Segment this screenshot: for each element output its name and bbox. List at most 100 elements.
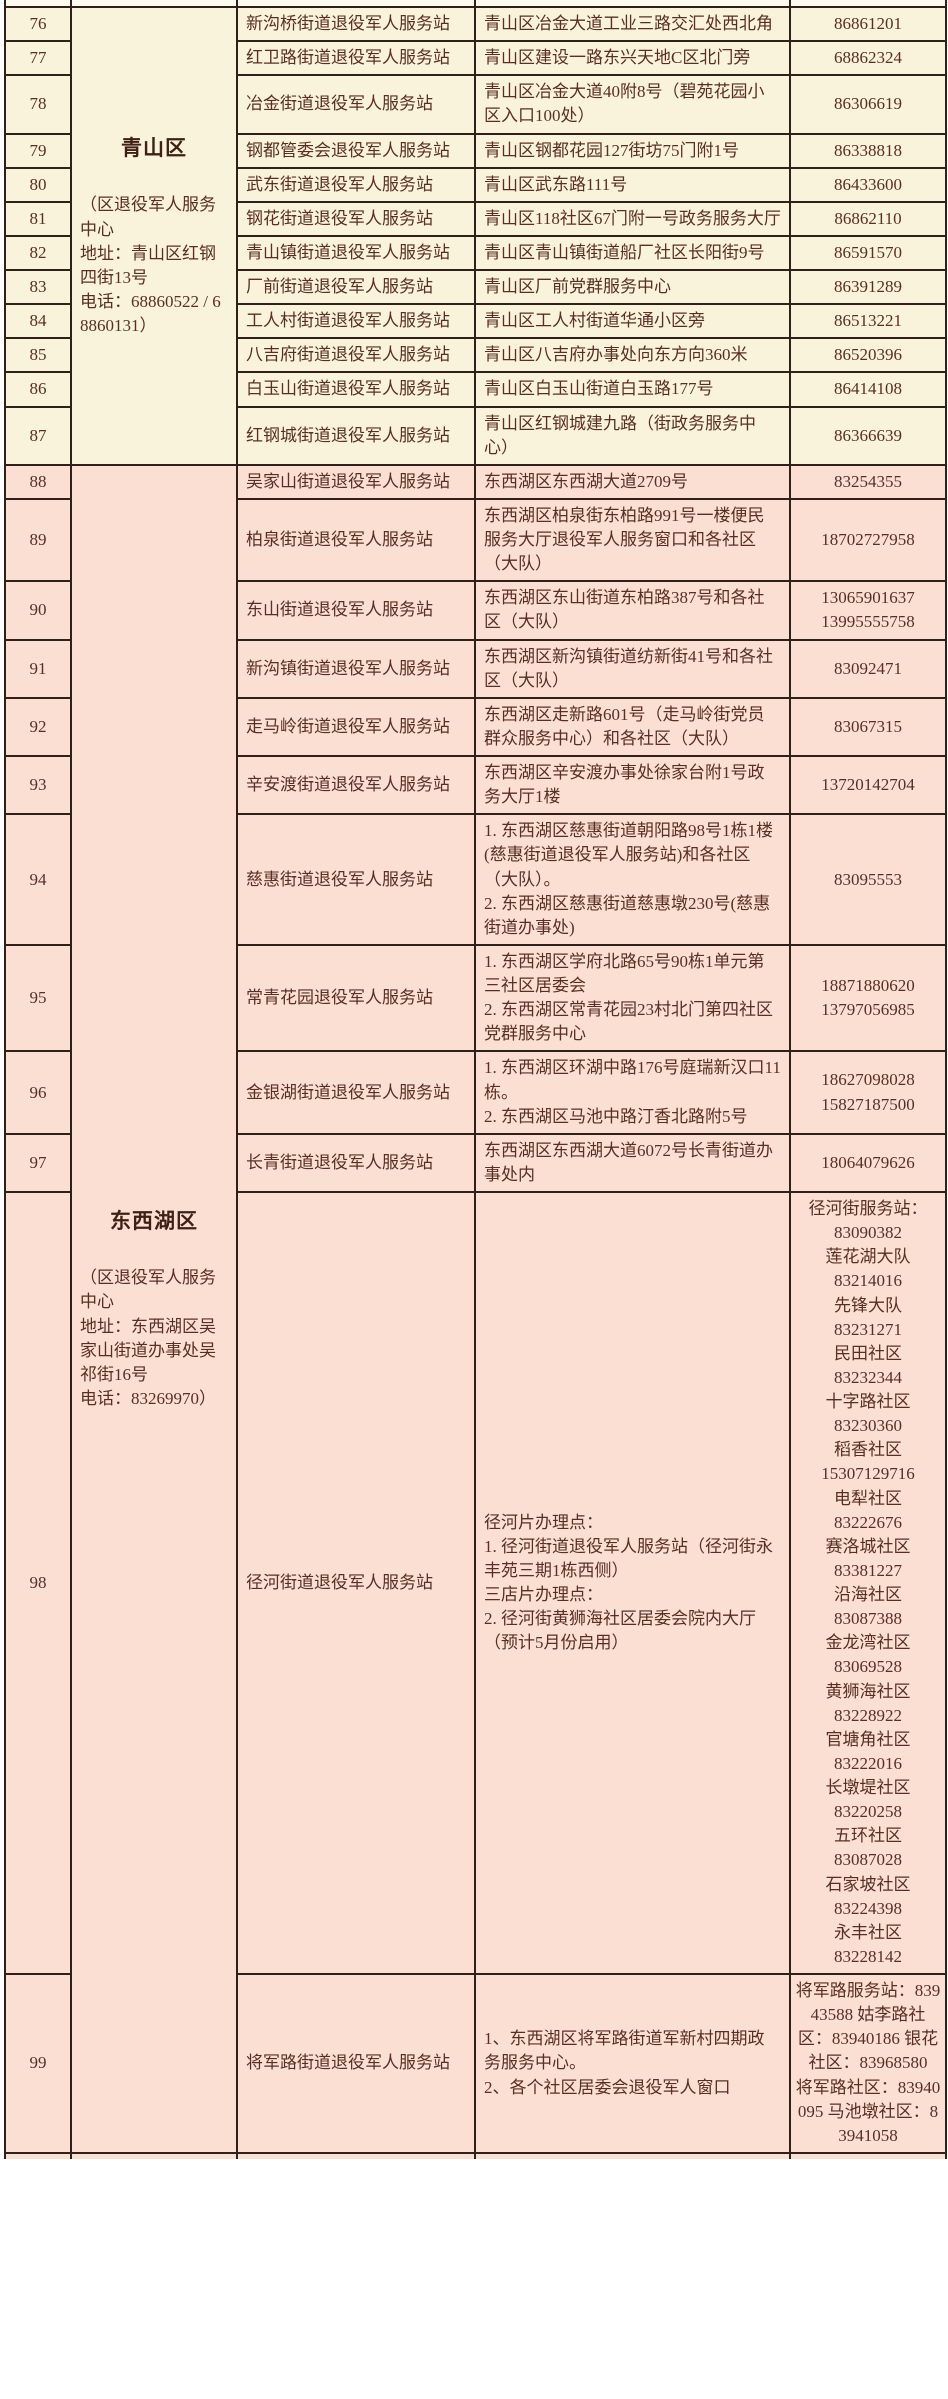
phone-cell: 86433600 — [789, 166, 947, 203]
station-name-cell: 红卫路街道退役军人服务站 — [236, 40, 476, 77]
table-row: 99 将军路街道退役军人服务站 1、东西湖区将军路街道军新村四期政务服务中心。 2、… — [4, 1973, 947, 2154]
table-body: 76 青山区 （区退役军人服务中心 地址：青山区红钢四街13号 电话：6886052… — [4, 0, 947, 2159]
partial-cell — [236, 2151, 476, 2159]
row-number-cell: 76 — [4, 5, 72, 43]
station-name-cell: 辛安渡街道退役军人服务站 — [236, 754, 476, 816]
address-cell: 东西湖区东西湖大道6072号长青街道办事处内 — [474, 1132, 791, 1194]
table-row: 90 东山街道退役军人服务站 东西湖区东山街道东柏路387号和各社区（大队） 1306… — [4, 580, 947, 641]
phone-cell: 13720142704 — [789, 754, 947, 816]
row-number-cell: 77 — [4, 40, 72, 77]
station-name-cell: 走马岭街道退役军人服务站 — [236, 696, 476, 758]
station-name-cell: 东山街道退役军人服务站 — [236, 580, 476, 641]
row-number-cell: 81 — [4, 200, 72, 237]
station-name-cell: 厂前街道退役军人服务站 — [236, 268, 476, 306]
phone-cell: 86306619 — [789, 74, 947, 135]
address-cell: 1. 东西湖区学府北路65号90栋1单元第三社区居委会 2. 东西湖区常青花园2… — [474, 943, 791, 1053]
row-number-cell: 99 — [4, 1973, 72, 2154]
partial-cell — [4, 0, 72, 8]
station-name-cell: 红钢城街道退役军人服务站 — [236, 405, 476, 466]
partial-cell — [70, 2151, 238, 2159]
table-row: 97 长青街道退役军人服务站 东西湖区东西湖大道6072号长青街道办事处内 18064… — [4, 1132, 947, 1194]
district-cell: 青山区 （区退役军人服务中心 地址：青山区红钢四街13号 电话：68860522 … — [70, 6, 238, 466]
table-row: 87 红钢城街道退役军人服务站 青山区红钢城建九路（街政务服务中心） 86366639 — [4, 405, 947, 466]
table-row: 81 钢花街道退役军人服务站 青山区118社区67门附一号政务服务大厅 8686211… — [4, 200, 947, 237]
station-name-cell: 长青街道退役军人服务站 — [236, 1132, 476, 1194]
address-cell: 青山区钢都花园127街坊75门附1号 — [474, 132, 791, 169]
phone-cell: 86513221 — [789, 303, 947, 340]
table-row: 89 柏泉街道退役军人服务站 东西湖区柏泉街东柏路991号一楼便民服务大厅退役军人服… — [4, 497, 947, 583]
district-cell: 东西湖区 （区退役军人服务中心 地址：东西湖区吴家山街道办事处吴祁街16号 电话：… — [70, 463, 238, 2154]
table-row: 84 工人村街道退役军人服务站 青山区工人村街道华通小区旁 86513221 — [4, 303, 947, 340]
station-name-cell: 柏泉街道退役军人服务站 — [236, 497, 476, 583]
row-number-cell: 98 — [4, 1191, 72, 1975]
row-number-cell: 97 — [4, 1132, 72, 1194]
table-row: 94 慈惠街道退役军人服务站 1. 东西湖区慈惠街道朝阳路98号1栋1楼(慈惠街道退… — [4, 813, 947, 946]
row-number-cell: 95 — [4, 943, 72, 1053]
district-name: 东西湖区 — [110, 1208, 198, 1233]
phone-cell: 86591570 — [789, 234, 947, 272]
phone-cell: 径河街服务站： 83090382 莲花湖大队 83214016 先锋大队 832… — [789, 1191, 947, 1975]
table-row: 79 钢都管委会退役军人服务站 青山区钢都花园127街坊75门附1号 86338818 — [4, 132, 947, 169]
phone-cell: 86520396 — [789, 337, 947, 374]
address-cell: 青山区冶金大道工业三路交汇处西北角 — [474, 5, 791, 43]
table-row: 92 走马岭街道退役军人服务站 东西湖区走新路601号（走马岭街党员群众服务中心）和… — [4, 696, 947, 758]
veteran-service-station-table: 76 青山区 （区退役军人服务中心 地址：青山区红钢四街13号 电话：6886052… — [4, 0, 947, 2159]
partial-cell — [236, 0, 476, 8]
row-number-cell: 89 — [4, 497, 72, 583]
address-cell: 东西湖区柏泉街东柏路991号一楼便民服务大厅退役军人服务窗口和各社区（大队） — [474, 497, 791, 583]
station-name-cell: 常青花园退役军人服务站 — [236, 943, 476, 1053]
phone-cell: 86414108 — [789, 371, 947, 408]
partial-cell — [474, 2151, 791, 2159]
table-row: 82 青山镇街道退役军人服务站 青山区青山镇街道船厂社区长阳街9号 86591570 — [4, 234, 947, 272]
phone-cell: 83067315 — [789, 696, 947, 758]
address-cell: 青山区青山镇街道船厂社区长阳街9号 — [474, 234, 791, 272]
phone-cell: 18702727958 — [789, 497, 947, 583]
table-row: 80 武东街道退役军人服务站 青山区武东路111号 86433600 — [4, 166, 947, 203]
district-detail: （区退役军人服务中心 地址：东西湖区吴家山街道办事处吴祁街16号 电话：8326… — [80, 1268, 216, 1408]
address-cell: 青山区工人村街道华通小区旁 — [474, 303, 791, 340]
phone-cell: 18064079626 — [789, 1132, 947, 1194]
station-name-cell: 八吉府街道退役军人服务站 — [236, 337, 476, 374]
phone-cell: 18871880620 13797056985 — [789, 943, 947, 1053]
address-cell: 青山区武东路111号 — [474, 166, 791, 203]
table-row: 95 常青花园退役军人服务站 1. 东西湖区学府北路65号90栋1单元第三社区居委会… — [4, 943, 947, 1053]
address-cell: 东西湖区东西湖大道2709号 — [474, 463, 791, 500]
phone-cell: 将军路服务站：83943588 姑李路社区：83940186 银花社区：8396… — [789, 1973, 947, 2154]
table-row: 91 新沟镇街道退役军人服务站 东西湖区新沟镇街道纺新街41号和各社区（大队） 830… — [4, 638, 947, 699]
row-number-cell: 94 — [4, 813, 72, 946]
address-cell: 青山区八吉府办事处向东方向360米 — [474, 337, 791, 374]
station-name-cell: 将军路街道退役军人服务站 — [236, 1973, 476, 2154]
station-name-cell: 工人村街道退役军人服务站 — [236, 303, 476, 340]
address-cell: 青山区红钢城建九路（街政务服务中心） — [474, 405, 791, 466]
partial-cell — [474, 0, 791, 8]
row-number-cell: 88 — [4, 463, 72, 500]
station-name-cell: 青山镇街道退役军人服务站 — [236, 234, 476, 272]
phone-cell: 86338818 — [789, 132, 947, 169]
partial-cell — [70, 0, 238, 8]
phone-cell: 83095553 — [789, 813, 947, 946]
phone-cell: 86391289 — [789, 268, 947, 306]
table-row: 86 白玉山街道退役军人服务站 青山区白玉山街道白玉路177号 86414108 — [4, 371, 947, 408]
phone-cell: 83254355 — [789, 463, 947, 500]
row-number-cell: 91 — [4, 638, 72, 699]
phone-cell: 18627098028 15827187500 — [789, 1050, 947, 1135]
phone-cell: 86366639 — [789, 405, 947, 466]
phone-cell: 83092471 — [789, 638, 947, 699]
phone-cell: 86862110 — [789, 200, 947, 237]
phone-cell: 13065901637 13995555758 — [789, 580, 947, 641]
station-name-cell: 钢花街道退役军人服务站 — [236, 200, 476, 237]
table-row: 98 径河街道退役军人服务站 径河片办理点： 1. 径河街道退役军人服务站（径河街永… — [4, 1191, 947, 1975]
partial-cell — [789, 0, 947, 8]
address-cell: 1. 东西湖区环湖中路176号庭瑞新汉口11栋。 2. 东西湖区马池中路汀香北路… — [474, 1050, 791, 1135]
table-row: 85 八吉府街道退役军人服务站 青山区八吉府办事处向东方向360米 86520396 — [4, 337, 947, 374]
address-cell: 青山区冶金大道40附8号（碧苑花园小区入口100处） — [474, 74, 791, 135]
table-row: 76 青山区 （区退役军人服务中心 地址：青山区红钢四街13号 电话：6886052… — [4, 5, 947, 466]
row-number-cell: 93 — [4, 754, 72, 816]
partial-cell — [789, 2151, 947, 2159]
row-number-cell: 78 — [4, 74, 72, 135]
table-row: 78 冶金街道退役军人服务站 青山区冶金大道40附8号（碧苑花园小区入口100处） 8… — [4, 74, 947, 135]
row-number-cell: 79 — [4, 132, 72, 169]
address-cell: 东西湖区走新路601号（走马岭街党员群众服务中心）和各社区（大队） — [474, 696, 791, 758]
address-cell: 径河片办理点： 1. 径河街道退役军人服务站（径河街永丰苑三期1栋西侧） 三店片… — [474, 1191, 791, 1975]
address-cell: 青山区建设一路东兴天地C区北门旁 — [474, 40, 791, 77]
